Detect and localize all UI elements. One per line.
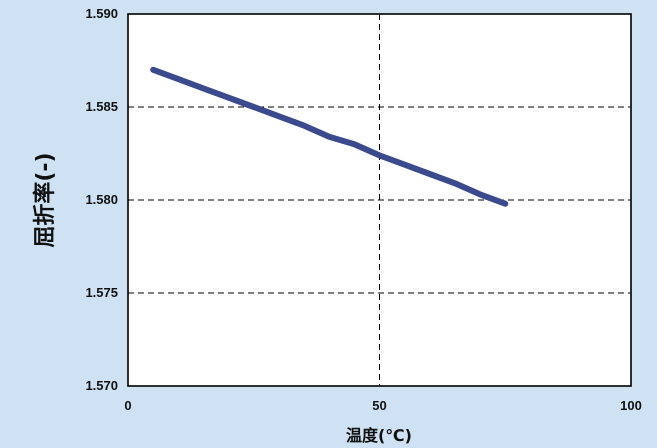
y-tick-label: 1.580: [85, 192, 118, 207]
y-axis-title: 屈折率(-): [32, 152, 58, 247]
tick-labels: 1.570 1.575 1.580 1.585 1.590 0 50 100: [85, 6, 641, 413]
x-tick-label: 0: [124, 398, 131, 413]
y-tick-label: 1.590: [85, 6, 118, 21]
y-tick-label: 1.585: [85, 99, 118, 114]
series-layer: [150, 66, 509, 207]
plot-frame: [127, 13, 632, 387]
grid-lines: [128, 14, 631, 386]
y-tick-label: 1.575: [85, 285, 118, 300]
x-tick-label: 100: [620, 398, 642, 413]
x-axis-title: 温度(℃): [345, 426, 412, 445]
y-tick-label: 1.570: [85, 378, 118, 393]
series-line-0: [150, 66, 509, 207]
x-tick-label: 50: [372, 398, 386, 413]
